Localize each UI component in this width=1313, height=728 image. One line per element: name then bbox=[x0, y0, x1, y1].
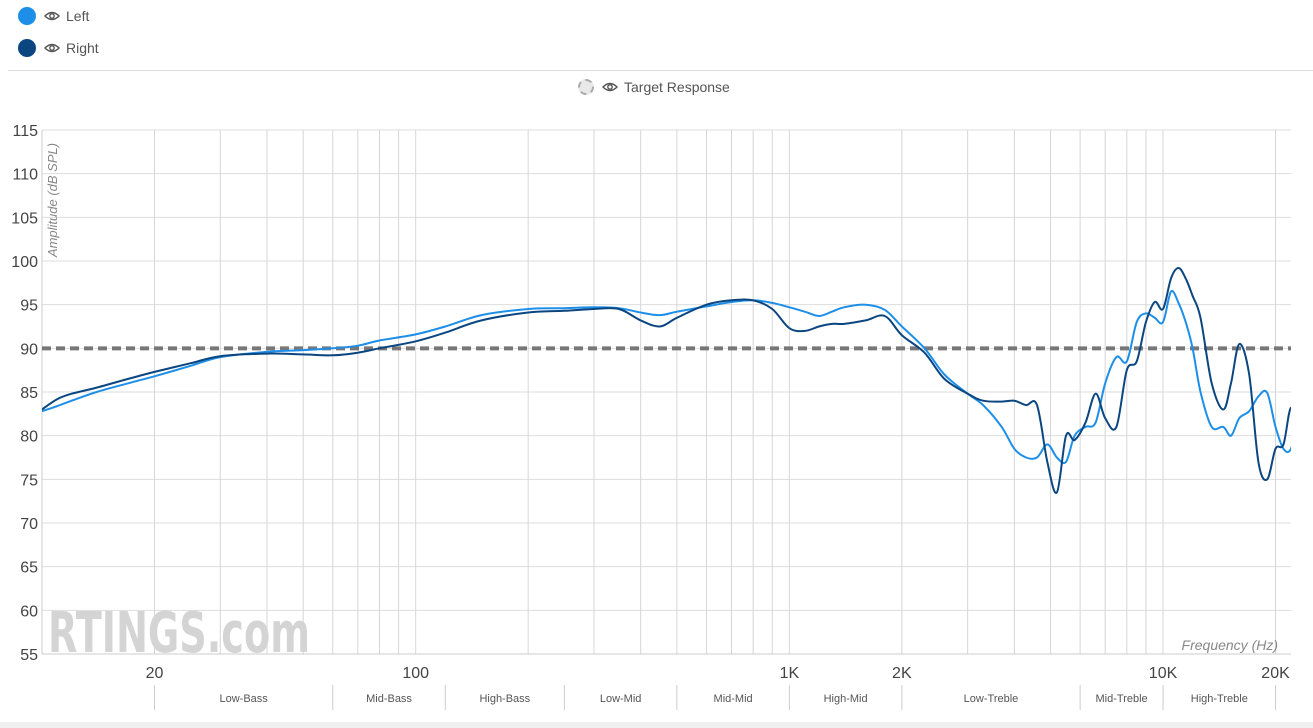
x-tick-label: 20K bbox=[1261, 665, 1290, 682]
y-tick-label: 60 bbox=[20, 603, 38, 620]
y-tick-label: 85 bbox=[20, 385, 38, 402]
legend-item-left[interactable]: Left bbox=[18, 4, 99, 28]
y-tick-label: 70 bbox=[20, 516, 38, 533]
y-tick-label: 105 bbox=[11, 210, 38, 227]
band-label: High-Bass bbox=[479, 693, 530, 705]
y-tick-label: 65 bbox=[20, 560, 38, 577]
y-tick-label: 100 bbox=[11, 254, 38, 271]
legend: Left Right bbox=[18, 4, 99, 68]
y-tick-label: 80 bbox=[20, 429, 38, 446]
legend-divider bbox=[8, 70, 1313, 71]
left-color-swatch[interactable] bbox=[18, 7, 36, 25]
series-line-right bbox=[42, 267, 1291, 494]
x-tick-label: 1K bbox=[780, 665, 800, 682]
y-tick-label: 55 bbox=[20, 647, 38, 664]
target-color-swatch[interactable] bbox=[578, 79, 594, 95]
band-label: High-Mid bbox=[824, 693, 868, 705]
legend-label-left: Left bbox=[66, 8, 90, 24]
frequency-response-chart: 55 60 65 70 75 80 85 90 95 100 105 110 115 RTINGS.com… bbox=[11, 123, 1291, 710]
eye-icon[interactable] bbox=[44, 8, 60, 24]
right-color-swatch[interactable] bbox=[18, 39, 36, 57]
y-tick-label: 110 bbox=[12, 167, 38, 184]
band-label: Mid-Mid bbox=[714, 693, 753, 705]
band-label: Low-Mid bbox=[600, 693, 642, 705]
band-label: Mid-Treble bbox=[1096, 693, 1148, 705]
band-label: Mid-Bass bbox=[366, 693, 412, 705]
x-tick-label: 20 bbox=[146, 665, 164, 682]
y-tick-label: 115 bbox=[12, 123, 38, 140]
y-tick-label: 95 bbox=[20, 298, 38, 315]
x-tick-label: 100 bbox=[402, 665, 429, 682]
x-tick-label: 10K bbox=[1149, 665, 1178, 682]
footer-bar bbox=[0, 722, 1313, 728]
series-line-left bbox=[42, 289, 1291, 465]
band-label: Low-Treble bbox=[964, 693, 1019, 705]
legend-item-right[interactable]: Right bbox=[18, 36, 99, 60]
y-axis-label: Amplitude (dB SPL) bbox=[45, 143, 60, 258]
legend-label-right: Right bbox=[66, 40, 99, 56]
y-tick-label: 75 bbox=[20, 472, 38, 489]
legend-label-target: Target Response bbox=[624, 79, 730, 95]
x-tick-label: 2K bbox=[892, 665, 912, 682]
eye-icon[interactable] bbox=[44, 40, 60, 56]
x-axis-label: Frequency (Hz) bbox=[1182, 637, 1278, 653]
eye-icon[interactable] bbox=[602, 79, 618, 95]
legend-item-target[interactable]: Target Response bbox=[578, 76, 730, 98]
band-label: Low-Bass bbox=[219, 693, 268, 705]
y-tick-label: 90 bbox=[20, 341, 38, 358]
watermark-logo: RTINGS.com bbox=[48, 601, 310, 666]
band-label: High-Treble bbox=[1191, 693, 1248, 705]
